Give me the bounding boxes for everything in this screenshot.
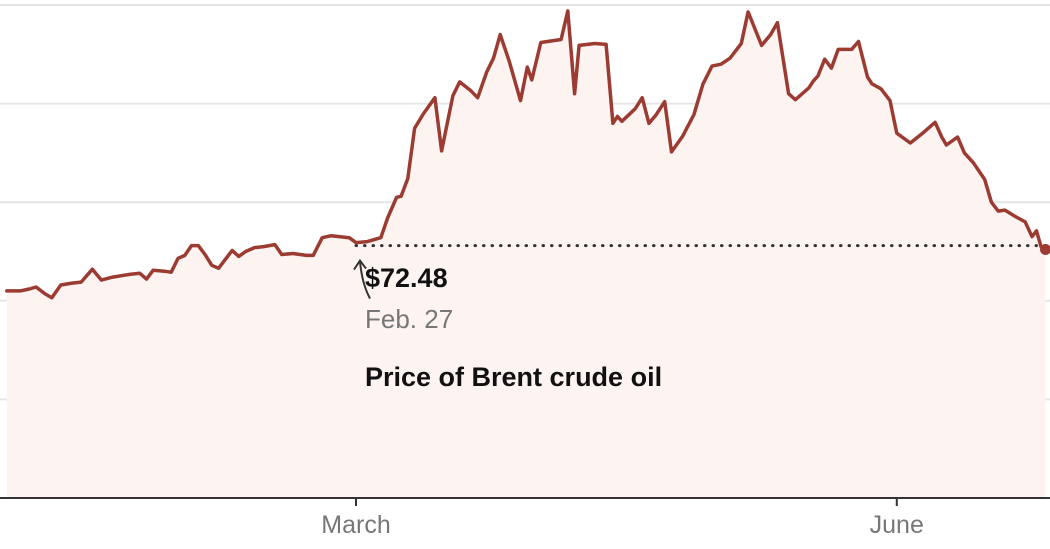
price-line	[5, 9, 1048, 300]
price-area-fill	[6, 10, 1046, 499]
annotation-arrow	[359, 261, 371, 300]
x-tick-label-0: March	[321, 511, 390, 539]
x-axis-ticks: March June	[321, 498, 924, 539]
x-tick-label-1: June	[870, 511, 924, 539]
annotation-date: Feb. 27	[365, 304, 453, 334]
annotation-arrow-head	[353, 258, 367, 271]
series-label: Price of Brent crude oil	[365, 362, 662, 392]
last-value-dot	[1039, 244, 1050, 256]
annotation-price: $72.48	[365, 263, 448, 293]
